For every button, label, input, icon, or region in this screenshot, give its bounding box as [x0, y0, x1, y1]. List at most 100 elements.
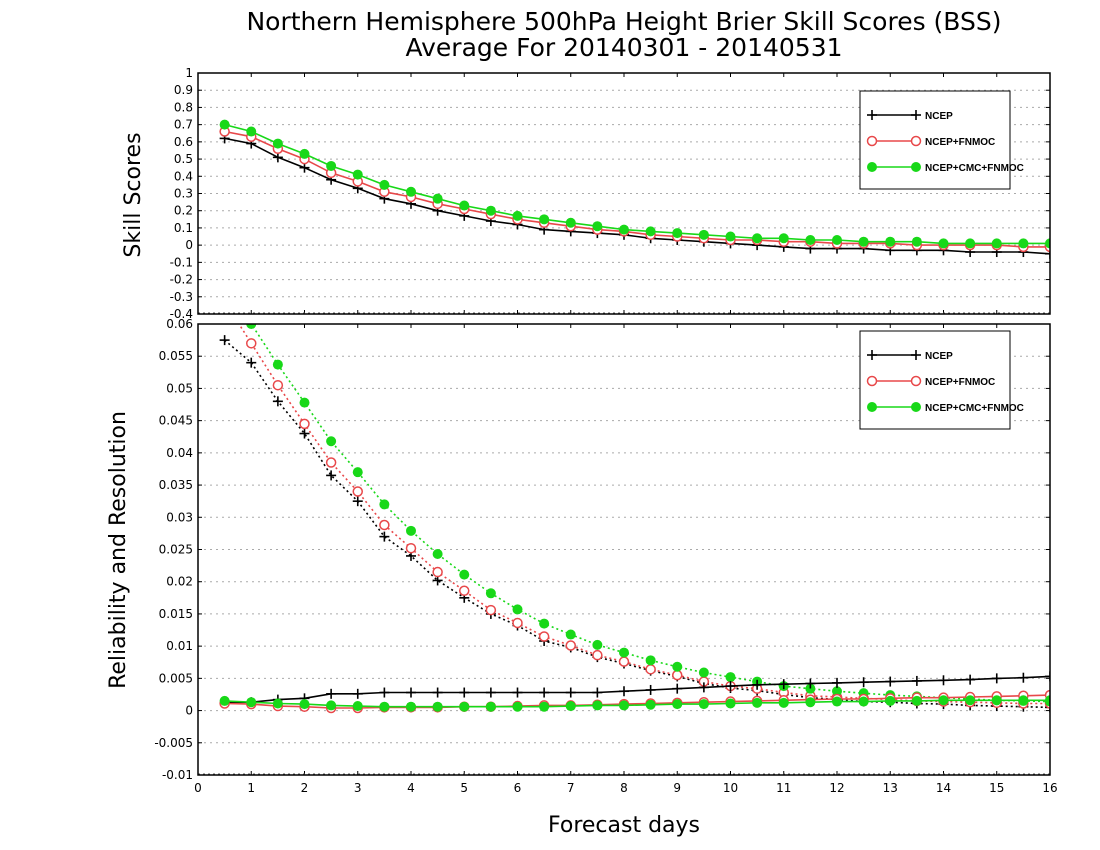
x-tick-label: 6 — [514, 781, 522, 795]
bottom-series-ncep-cmc-fnmoc-dotted-point — [645, 655, 656, 666]
bottom-ytick-label: 0.035 — [159, 478, 193, 492]
bottom-legend-entry-ncep-cmc-fnmoc-label: NCEP+CMC+FNMOC — [925, 403, 1024, 414]
bottom-series-ncep-solid-point — [539, 687, 550, 698]
x-tick-label: 16 — [1042, 781, 1057, 795]
bottom-series-ncep-cmc-fnmoc-solid-point — [219, 695, 230, 706]
top-legend-entry-ncep-fnmoc-marker-right — [910, 135, 922, 147]
bottom-series-ncep-cmc-fnmoc-solid-point — [379, 701, 390, 712]
top-series-ncep-cmc-fnmoc-point — [672, 228, 683, 239]
top-series-ncep-cmc-fnmoc-point — [352, 169, 363, 180]
bottom-series-ncep-cmc-fnmoc-dotted-point — [672, 661, 683, 672]
bottom-series-ncep-cmc-fnmoc-solid-point — [539, 701, 550, 712]
bottom-series-ncep-solid-point — [832, 677, 842, 688]
bottom-legend-entry-ncep-marker-left — [867, 350, 877, 360]
bottom-series-ncep-cmc-fnmoc-solid-point — [565, 701, 576, 712]
top-legend-entry-ncep-label: NCEP — [925, 111, 953, 122]
top-series-ncep-cmc-fnmoc-point — [885, 236, 896, 247]
bottom-series-ncep-cmc-fnmoc-solid-point — [246, 697, 257, 708]
bottom-series-ncep-solid-point — [1018, 672, 1029, 683]
bottom-series-ncep-fnmoc-dotted-point — [592, 649, 603, 661]
bottom-series-ncep-fnmoc-dotted-point — [645, 664, 656, 675]
bottom-series-ncep-cmc-fnmoc-dotted-point — [539, 618, 550, 629]
top-series-ncep-cmc-fnmoc-point — [1045, 238, 1050, 249]
top-legend-entry-ncep-cmc-fnmoc-marker-right — [911, 162, 921, 172]
x-tick-label: 12 — [829, 781, 844, 795]
bottom-series-ncep-cmc-fnmoc-solid-point — [698, 699, 709, 710]
top-legend-entry-ncep-marker-right — [911, 110, 921, 120]
top-series-ncep-cmc-fnmoc-point — [805, 234, 816, 245]
top-plot-frame — [197, 72, 1051, 315]
bottom-series-ncep-cmc-fnmoc-dotted-point — [246, 324, 257, 329]
bottom-series-ncep-cmc-fnmoc-dotted-point — [379, 499, 390, 510]
top-series-ncep-cmc-fnmoc-point — [778, 233, 789, 244]
top-series-ncep-cmc-fnmoc-point — [459, 200, 470, 211]
bottom-series-ncep-dotted-point — [326, 470, 337, 481]
top-ytick-label: -0.2 — [170, 273, 193, 287]
bottom-series-ncep-fnmoc-dotted-point — [405, 542, 417, 554]
bottom-series-ncep-solid-point — [459, 687, 470, 698]
bottom-series-ncep-fnmoc-dotted-point — [246, 338, 257, 349]
bottom-ytick-label: 0.025 — [159, 543, 193, 557]
bottom-ytick-label: 0.04 — [166, 446, 193, 460]
chart-title-line1: Northern Hemisphere 500hPa Height Brier … — [246, 7, 1001, 36]
top-legend-box — [859, 90, 1011, 190]
bottom-series-ncep-cmc-fnmoc-solid-point — [512, 701, 523, 712]
bottom-ytick-label: 0 — [185, 704, 193, 718]
top-series-ncep-cmc-fnmoc-point — [539, 214, 550, 225]
top-series-ncep-cmc-fnmoc-point — [1018, 238, 1029, 249]
top-series-ncep-cmc-fnmoc-point — [299, 148, 310, 159]
top-ytick-label: 0.7 — [174, 118, 193, 132]
top-legend-entry-ncep-fnmoc-label: NCEP+FNMOC — [925, 137, 995, 148]
bottom-series-ncep-cmc-fnmoc-dotted-point — [352, 467, 363, 478]
bottom-legend-entry-ncep-label: NCEP — [925, 351, 953, 362]
bottom-ytick-label: 0.02 — [166, 575, 193, 589]
bottom-ytick-label: -0.01 — [162, 768, 193, 782]
x-tick-label: 11 — [776, 781, 791, 795]
bottom-series-ncep-solid-point — [938, 675, 949, 686]
top-series-ncep-cmc-fnmoc-point — [938, 238, 949, 249]
bottom-legend-entry-ncep-cmc-fnmoc-marker-left — [867, 402, 877, 412]
bottom-legend-entry-ncep-marker-right — [911, 350, 921, 360]
bottom-series-ncep-cmc-fnmoc-dotted-point — [725, 672, 736, 683]
bottom-series-ncep-dotted-point — [299, 428, 310, 439]
bottom-series-ncep-solid-point — [911, 675, 922, 686]
bottom-series-ncep-solid-point — [965, 674, 976, 685]
bottom-series-ncep-solid-point — [432, 687, 443, 698]
bottom-y-axis-label: Reliability and Resolution — [106, 411, 131, 689]
bottom-ytick-label: 0.045 — [159, 414, 193, 428]
bottom-series-ncep-cmc-fnmoc-solid-point — [672, 699, 683, 710]
top-legend-entry-ncep-cmc-fnmoc-label: NCEP+CMC+FNMOC — [925, 163, 1024, 174]
top-series-ncep-cmc-fnmoc-point — [698, 229, 709, 240]
x-tick-label: 15 — [989, 781, 1004, 795]
bottom-series-ncep-cmc-fnmoc-dotted-point — [619, 647, 629, 658]
bottom-series-ncep-cmc-fnmoc-dotted-point — [406, 525, 416, 536]
top-series-ncep-cmc-fnmoc-point — [485, 205, 496, 216]
bottom-series-ncep-cmc-fnmoc-solid-point — [832, 696, 842, 707]
bottom-ytick-label: 0.06 — [166, 317, 193, 331]
top-legend: NCEP NCEP+FNMOC NCEP+CMC+FNMOC — [859, 90, 1024, 190]
bottom-series-ncep-cmc-fnmoc-dotted-point — [326, 436, 337, 447]
x-tick-label: 0 — [194, 781, 202, 795]
bottom-series-ncep-fnmoc-dotted-point — [325, 457, 337, 468]
bottom-series-ncep-solid-point — [352, 688, 363, 699]
bottom-series-ncep-dotted-point — [246, 357, 257, 368]
bottom-ytick-label: 0.015 — [159, 607, 193, 621]
bottom-series-ncep-cmc-fnmoc-solid-point — [645, 699, 656, 710]
top-series-ncep-cmc-fnmoc-point — [379, 179, 390, 190]
bottom-ytick-label: 0.03 — [166, 510, 193, 524]
bottom-series-ncep-fnmoc-dotted-point — [459, 585, 470, 596]
bottom-series-ncep-solid-point — [379, 687, 390, 698]
x-tick-label: 1 — [247, 781, 255, 795]
bottom-series-ncep-solid-point — [406, 687, 416, 698]
bottom-ytick-label: -0.005 — [154, 736, 193, 750]
bottom-series-ncep-solid-point — [778, 679, 789, 690]
x-tick-label: 13 — [883, 781, 898, 795]
top-series-group — [219, 119, 1050, 259]
bottom-series-ncep-cmc-fnmoc-dotted-point — [565, 629, 576, 640]
bottom-series-ncep-fnmoc-dotted-point — [485, 604, 497, 616]
bottom-series-ncep-fnmoc-dotted-point — [299, 418, 310, 430]
bottom-series-ncep-solid-point — [512, 687, 523, 698]
x-tick-label: 2 — [301, 781, 309, 795]
bottom-series-ncep-cmc-fnmoc-solid-point — [272, 698, 283, 709]
